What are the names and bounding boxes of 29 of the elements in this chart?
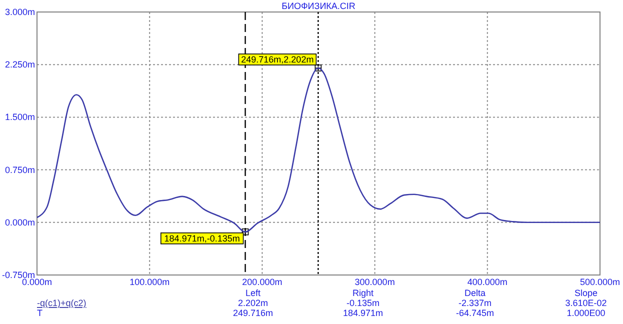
text: Left [245,288,262,298]
text: Slope [574,288,598,298]
chart-title: БИОФИЗИКА.CIR [282,1,356,11]
text: 249.716m [232,308,274,318]
x-tick-label: 0.000m [22,277,52,287]
text: 3.610E-02 [565,298,607,308]
annotation: 184.971m,-0.135m [164,233,240,244]
x-tick-label: 500.000m [580,277,620,287]
y-tick-label: -0.750m [2,270,35,280]
text: -2.337m [458,298,492,308]
text: Right [352,288,374,298]
text: 184.971m [342,308,384,318]
text: 1.000E00 [566,308,606,318]
y-tick-label: 1.500m [4,112,35,122]
y-tick-label: 3.000m [4,7,35,17]
x-tick-label: 200.000m [242,277,282,287]
annotation: 249.716m,2.202m [241,54,314,64]
text: 2.202m [238,298,268,308]
y-tick-label: 0.000m [4,217,35,228]
text: Delta [464,288,486,298]
text: T [37,308,43,318]
x-tick-label: 100.000m [130,277,170,287]
text: -64.745m [456,308,494,318]
y-tick-label: 0.750m [4,164,35,175]
text: -q(c1)+q(c2) [37,298,86,308]
x-tick-label: 300.000m [354,277,395,287]
text: -0.135m [346,298,380,308]
y-tick-label: 2.250m [4,60,35,70]
x-tick-label: 400.000m [467,277,508,287]
